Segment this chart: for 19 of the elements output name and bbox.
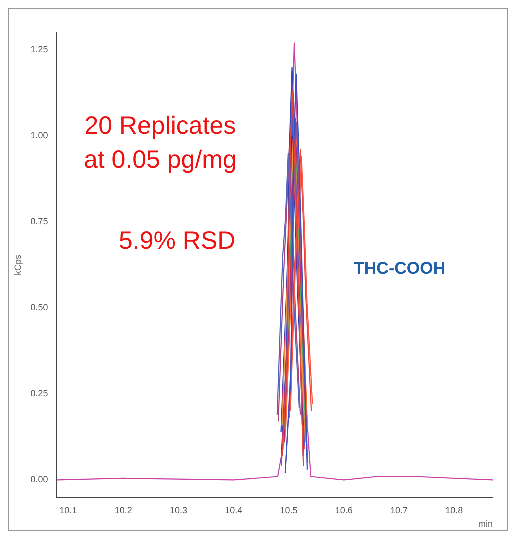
x-tick-label: 10.8 — [446, 505, 464, 516]
annotation: 5.9% RSD — [119, 227, 236, 256]
y-tick-label: 0.00 — [30, 474, 48, 485]
x-tick-label: 10.5 — [280, 505, 298, 516]
y-tick-label: 0.25 — [30, 388, 48, 399]
y-axis-title: kCps — [12, 254, 23, 276]
x-tick-label: 10.3 — [170, 505, 188, 516]
y-tick-label: 1.25 — [30, 44, 48, 55]
x-tick-label: 10.6 — [335, 505, 353, 516]
x-tick-label: 10.2 — [114, 505, 132, 516]
x-tick-label: 10.1 — [60, 505, 78, 516]
x-tick-label: 10.4 — [225, 505, 243, 516]
x-axis-title: min — [478, 519, 493, 530]
y-tick-label: 1.00 — [30, 130, 48, 141]
annotation: 20 Replicates at 0.05 pg/mg — [84, 111, 237, 176]
y-tick-label: 0.75 — [30, 216, 48, 227]
x-tick-label: 10.7 — [390, 505, 408, 516]
annotation: THC-COOH — [354, 259, 446, 279]
y-tick-label: 0.50 — [30, 302, 48, 313]
